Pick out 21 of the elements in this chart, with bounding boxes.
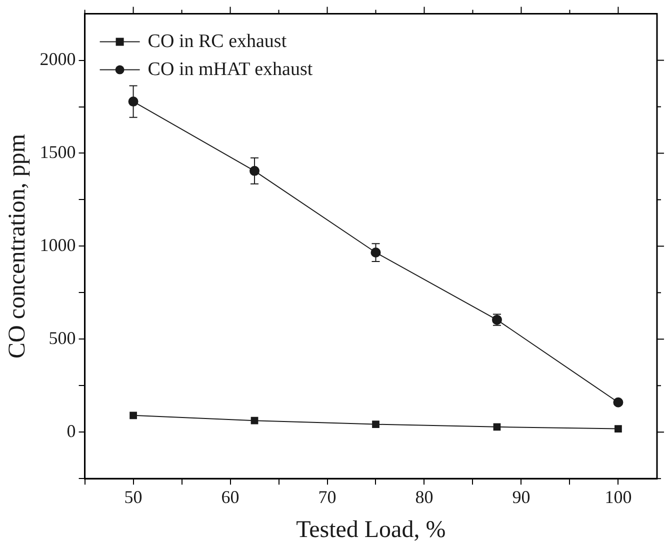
point [614, 425, 622, 432]
x-tick-label: 80 [415, 487, 434, 508]
point [493, 423, 501, 431]
point [613, 397, 624, 408]
legend-label: CO in RC exhaust [148, 30, 288, 52]
legend-label: CO in mHAT exhaust [148, 58, 314, 80]
x-tick-label: 90 [512, 487, 530, 508]
y-tick-label: 1500 [40, 142, 76, 162]
x-tick-label: 100 [604, 487, 632, 508]
y-tick-label: 0 [66, 420, 76, 441]
point [372, 420, 380, 428]
x-tick-label: 50 [124, 487, 142, 508]
point [130, 412, 137, 420]
y-tick-label: 2000 [40, 49, 76, 70]
y-tick-label: 1000 [40, 234, 76, 255]
x-axis-title: Tested Load, % [296, 516, 446, 543]
point [250, 416, 258, 424]
y-tick-label: 500 [48, 328, 76, 348]
x-tick-label: 60 [221, 487, 240, 508]
y-axis-title: CO concentration, ppm [4, 134, 31, 359]
x-tick-label: 70 [318, 487, 336, 508]
